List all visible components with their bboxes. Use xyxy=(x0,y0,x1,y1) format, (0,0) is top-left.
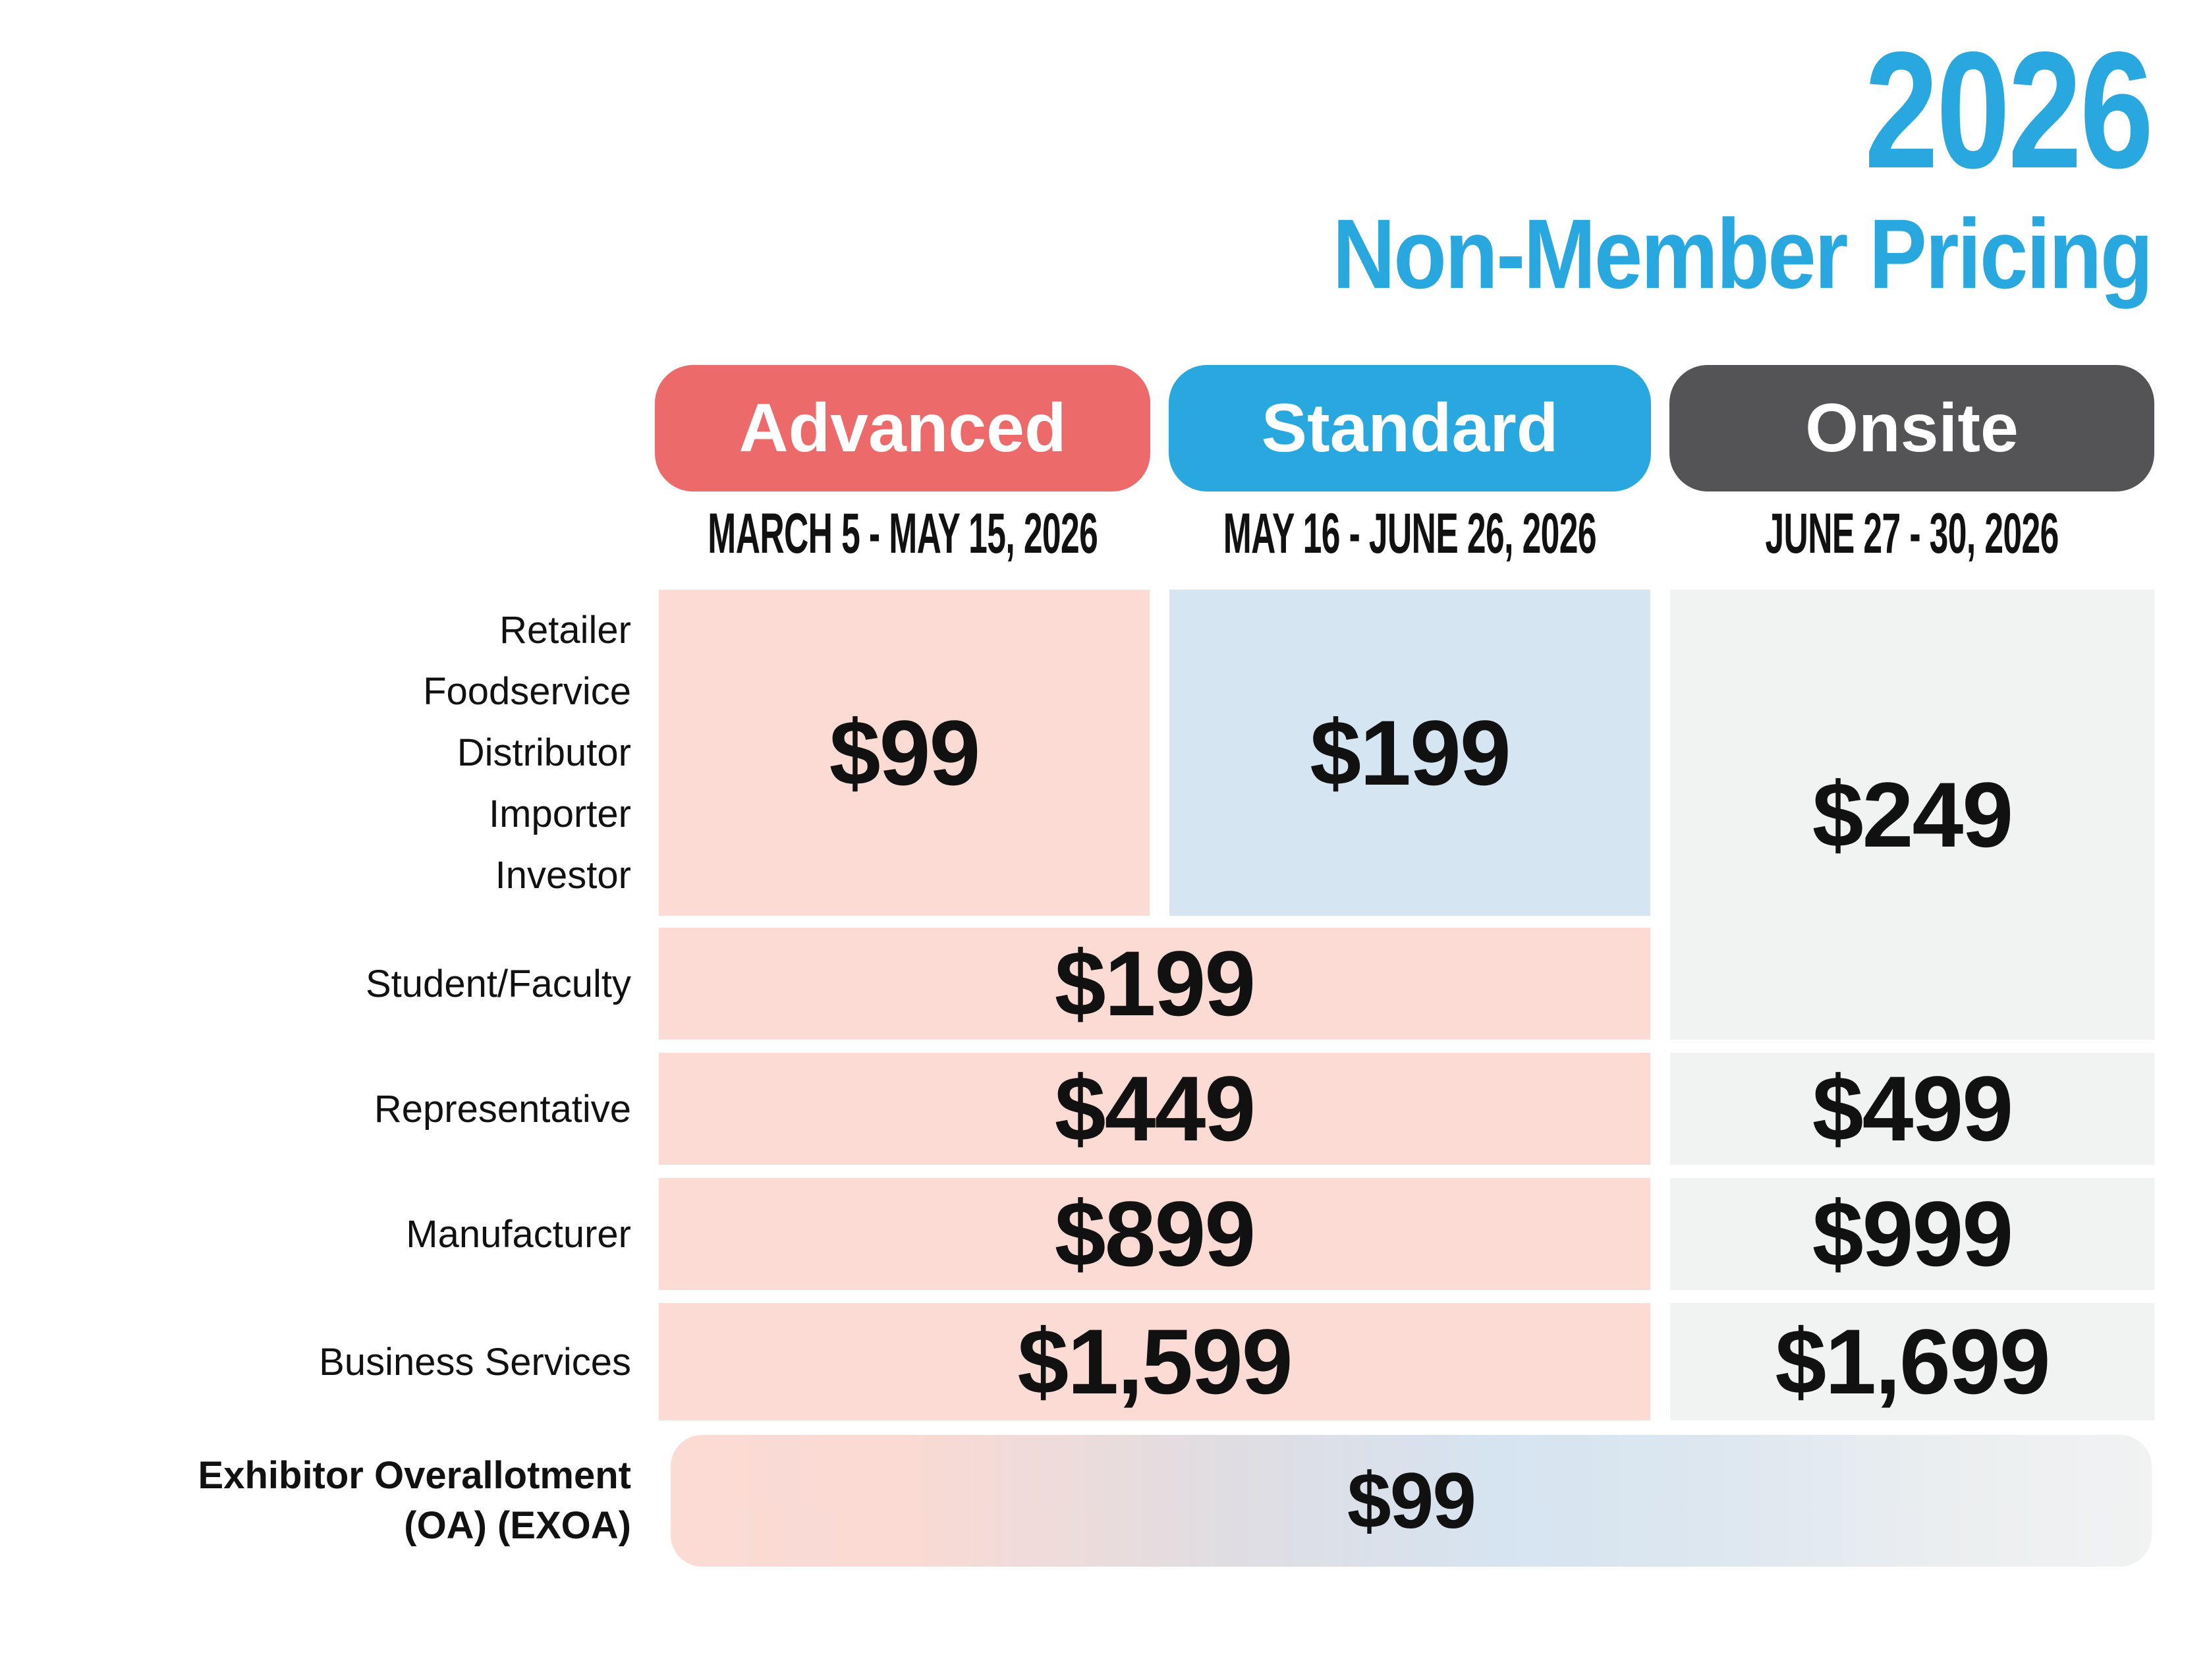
title-year: 2026 xyxy=(1864,18,2154,203)
cell-manufacturer-advanced-standard: $899 xyxy=(659,1178,1650,1290)
date-range-standard-text: MAY 16 - JUNE 26, 2026 xyxy=(1223,501,1597,565)
row-label-line: Foodservice xyxy=(423,670,631,713)
price-manufacturer-onsite: $999 xyxy=(1812,1182,2013,1285)
price-representative-onsite: $499 xyxy=(1812,1057,2013,1160)
row-label-representative: Representative xyxy=(0,1053,631,1165)
cell-exoa-all-columns: $99 xyxy=(671,1435,2152,1567)
cell-retailer-advanced: $99 xyxy=(659,590,1150,916)
row-label-line: Exhibitor Overallotment xyxy=(198,1454,631,1497)
row-label-exhibitor-overallotment: Exhibitor Overallotment (OA) (EXOA) xyxy=(0,1435,631,1567)
row-label-line: Representative xyxy=(374,1087,631,1131)
row-label-retailer-group: Retailer Foodservice Distributor Importe… xyxy=(0,590,631,916)
date-range-standard: MAY 16 - JUNE 26, 2026 xyxy=(1169,499,1651,568)
date-range-advanced: MARCH 5 - MAY 15, 2026 xyxy=(655,499,1150,568)
row-label-line: Business Services xyxy=(319,1340,631,1384)
row-label-business-services: Business Services xyxy=(0,1303,631,1420)
date-range-onsite-text: JUNE 27 - 30, 2026 xyxy=(1765,501,2059,565)
price-retailer-advanced: $99 xyxy=(829,700,981,804)
price-retailer-standard: $199 xyxy=(1310,700,1511,804)
date-range-onsite: JUNE 27 - 30, 2026 xyxy=(1669,499,2154,568)
price-exoa: $99 xyxy=(1347,1457,1476,1545)
column-pill-advanced-label: Advanced xyxy=(739,389,1067,466)
title-subtitle: Non-Member Pricing xyxy=(1332,198,2154,309)
price-business-onsite: $1,699 xyxy=(1775,1310,2050,1413)
cell-business-advanced-standard: $1,599 xyxy=(659,1303,1650,1420)
row-label-line: Student/Faculty xyxy=(366,962,631,1005)
row-label-line: Importer xyxy=(489,793,631,835)
column-pill-onsite: Onsite xyxy=(1669,365,2154,491)
row-label-line: (OA) (EXOA) xyxy=(404,1504,631,1547)
column-pill-onsite-label: Onsite xyxy=(1805,389,2019,466)
row-label-manufacturer: Manufacturer xyxy=(0,1178,631,1290)
price-representative-advanced-standard: $449 xyxy=(1054,1057,1256,1160)
cell-business-onsite: $1,699 xyxy=(1670,1303,2154,1420)
row-label-line: Distributor xyxy=(457,731,631,774)
price-business-advanced-standard: $1,599 xyxy=(1017,1310,1293,1413)
row-label-line: Retailer xyxy=(499,609,631,652)
cell-representative-advanced-standard: $449 xyxy=(659,1053,1650,1165)
row-label-line: Manufacturer xyxy=(406,1212,631,1256)
cell-retailer-standard: $199 xyxy=(1169,590,1650,916)
price-student-advanced-standard: $199 xyxy=(1054,932,1256,1035)
title-block: 2026 Non-Member Pricing xyxy=(1221,18,2154,309)
row-label-student-faculty: Student/Faculty xyxy=(0,928,631,1040)
cell-retailer-student-onsite-merged: $249 xyxy=(1670,590,2154,1040)
row-label-line: Investor xyxy=(495,854,631,897)
price-manufacturer-advanced-standard: $899 xyxy=(1054,1182,1256,1285)
column-pill-standard: Standard xyxy=(1169,365,1651,491)
column-pill-advanced: Advanced xyxy=(655,365,1150,491)
cell-manufacturer-onsite: $999 xyxy=(1670,1178,2154,1290)
cell-student-advanced-standard: $199 xyxy=(659,928,1650,1040)
column-pill-standard-label: Standard xyxy=(1261,389,1559,466)
date-range-advanced-text: MARCH 5 - MAY 15, 2026 xyxy=(708,501,1098,565)
price-retailer-onsite: $249 xyxy=(1812,762,2013,866)
cell-representative-onsite: $499 xyxy=(1670,1053,2154,1165)
